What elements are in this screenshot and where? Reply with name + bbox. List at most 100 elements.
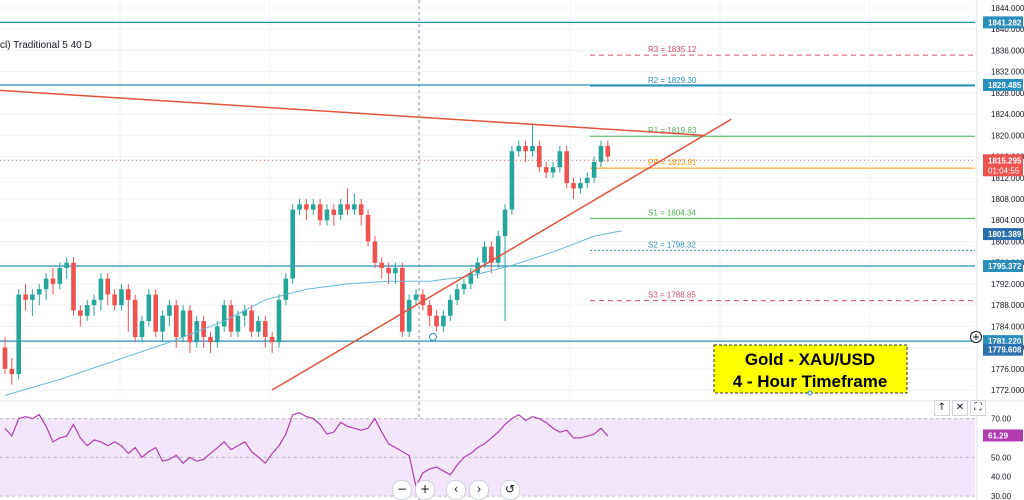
rsi-series-line (4, 412, 609, 489)
candle-body (276, 299, 282, 343)
candle-body (153, 294, 158, 332)
candle-body (591, 161, 597, 178)
candle-body (112, 294, 117, 306)
candle-body (50, 278, 56, 284)
navigation-controls: − + ‹ › ↺ (390, 480, 520, 500)
candle-body (78, 310, 83, 316)
candle-body (146, 294, 152, 322)
candle-body (502, 209, 508, 237)
current-price-tag (983, 154, 1023, 177)
rsi-axis-tick: 50.00 (991, 453, 1012, 462)
line-price-tag (983, 78, 1023, 91)
price-axis-tick: 1788.000 (991, 301, 1024, 310)
reset-chart-button[interactable]: ↺ (500, 480, 520, 500)
price-axis-tick: 1804.000 (991, 216, 1024, 225)
candle-body (557, 151, 563, 168)
pivot-label-s3: S3 = 1788.85 (648, 291, 696, 300)
zoom-in-button[interactable]: + (415, 480, 435, 500)
title-line1: Gold - XAU/USD (745, 350, 875, 369)
candle-body (413, 294, 419, 300)
candle-body (71, 262, 76, 311)
rsi-pane-buttons: ↑ ✕ ⛶ (934, 400, 986, 416)
candle-body (523, 145, 528, 152)
candle-body (167, 305, 172, 316)
candle-body (304, 204, 309, 210)
candle-body (372, 241, 378, 263)
candle-body (43, 278, 49, 290)
pivot-label-r1: R1 = 1819.83 (648, 126, 697, 135)
trendline-1[interactable] (0, 89, 704, 137)
candle-body (105, 278, 111, 295)
price-tag-label: 1779.608 (988, 346, 1022, 355)
zoom-out-button[interactable]: − (392, 480, 412, 500)
candle-body (297, 204, 302, 210)
candle-body (263, 321, 268, 337)
candle-body (379, 262, 385, 268)
price-axis-tick: 1800.000 (991, 237, 1024, 246)
trendline-2[interactable] (271, 118, 732, 391)
price-axis-tick: 1840.000 (991, 25, 1024, 34)
candle-body (420, 294, 426, 306)
title-box-handle[interactable] (807, 390, 813, 396)
candle-body (441, 315, 446, 327)
price-axis-tick: 1824.000 (991, 110, 1024, 119)
candle-body (454, 289, 460, 300)
candle-body (228, 305, 234, 332)
candle-body (543, 167, 549, 173)
candle-body (495, 236, 501, 263)
candle-body (598, 145, 604, 162)
candle-body (119, 289, 124, 306)
candle-body (173, 305, 179, 337)
candle-body (447, 299, 453, 316)
candle-body (126, 289, 131, 300)
scroll-left-button[interactable]: ‹ (446, 480, 466, 500)
move-pane-up-button[interactable]: ↑ (934, 400, 950, 416)
candle-body (208, 336, 213, 343)
pivot-label-pp: PP = 1813.81 (648, 158, 697, 167)
price-axis-tick: 1836.000 (991, 46, 1024, 55)
candle-body (180, 310, 186, 337)
candle-body (605, 145, 611, 157)
line-price-tag-label: 1829.485 (988, 81, 1022, 90)
pivot-label-s2: S2 = 1798.32 (648, 240, 696, 249)
price-tag-label: 1801.389 (988, 230, 1022, 239)
line-price-tag-label: 1841.282 (988, 18, 1022, 27)
pivot-label-r2: R2 = 1829.30 (648, 76, 697, 85)
close-pane-button[interactable]: ✕ (952, 400, 968, 416)
candle-body (317, 204, 323, 221)
candle-body (482, 246, 487, 263)
candle-body (290, 209, 295, 279)
maximize-pane-button[interactable]: ⛶ (970, 400, 986, 416)
line-price-tag-label: 1781.220 (988, 337, 1022, 346)
line-handle[interactable] (429, 333, 437, 341)
candle-body (386, 267, 391, 274)
candle-body (64, 262, 69, 268)
rsi-axis-tick: 70.00 (991, 415, 1012, 424)
rsi-axis-tick: 40.00 (991, 473, 1012, 482)
candle-body (393, 267, 398, 274)
line-price-tag (983, 16, 1023, 29)
candle-body (91, 299, 97, 306)
candle-body (215, 326, 220, 343)
candle-body (400, 267, 405, 332)
moving-average-line (4, 230, 622, 396)
candle-body (221, 305, 227, 327)
price-axis-tick: 1828.000 (991, 89, 1024, 98)
rsi-value-tag (983, 429, 1023, 442)
candle-body (2, 347, 8, 369)
current-price-tag-label: 1815.295 (988, 156, 1022, 165)
candle-body (489, 246, 494, 263)
candle-body (187, 310, 193, 343)
candle-body (461, 283, 467, 290)
candle-body (16, 294, 21, 375)
candle-body (537, 145, 542, 168)
candle-body (509, 151, 515, 210)
candle-body (578, 183, 583, 189)
candle-body (406, 299, 412, 332)
candle-body (132, 299, 138, 337)
price-axis-tick: 1844.000 (991, 4, 1024, 13)
candle-body (530, 145, 535, 152)
candle-body (324, 209, 330, 221)
scroll-right-button[interactable]: › (469, 480, 489, 500)
